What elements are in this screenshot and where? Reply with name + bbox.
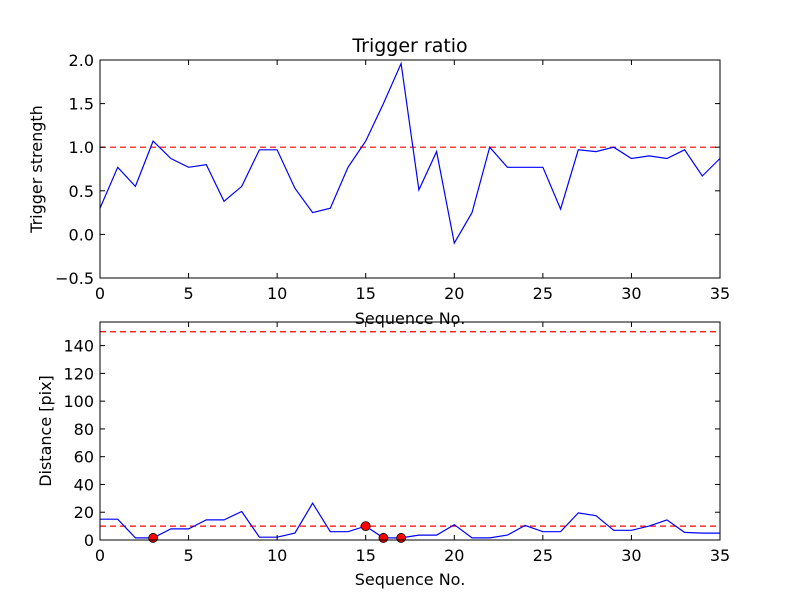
x-tick-label: 0 — [95, 284, 105, 303]
y-tick-label: 100 — [63, 392, 94, 411]
x-tick-label: 20 — [444, 284, 464, 303]
y-tick-label: 0.0 — [69, 225, 94, 244]
data-point-marker — [360, 521, 371, 532]
x-tick-label: 10 — [267, 546, 287, 565]
y-tick-label: 2.0 — [69, 51, 94, 70]
x-tick-label: 15 — [356, 546, 376, 565]
x-tick-label: 35 — [710, 546, 730, 565]
series-line — [100, 502, 720, 539]
x-tick-label: 35 — [710, 284, 730, 303]
trigger-ratio-panel: Trigger ratio 0 5 10 15 20 25 30 35 −0.5 0.0 0.5 1.… — [27, 35, 730, 328]
y-tick-label: 140 — [63, 337, 94, 356]
x-tick-label: 25 — [533, 546, 553, 565]
series-line — [99, 61, 721, 245]
y-tick-label: 80 — [74, 420, 94, 439]
y-tick-label: 1.5 — [69, 95, 94, 114]
y-axis-label: Trigger strength — [27, 105, 46, 234]
data-point-marker — [148, 533, 159, 543]
distance-panel: 0 5 10 15 20 25 30 35 0 20 40 60 80 100 120 140 Sequenc… — [36, 321, 730, 589]
x-axis-label: Sequence No. — [355, 570, 466, 589]
y-tick-label: 60 — [74, 448, 94, 467]
x-tick-label: 30 — [621, 546, 641, 565]
data-point-marker — [396, 533, 407, 543]
x-tick-label: 25 — [533, 284, 553, 303]
x-tick-label: 5 — [183, 546, 193, 565]
chart-title: Trigger ratio — [351, 35, 467, 57]
data-point-marker — [378, 533, 389, 543]
plot-frame — [99, 59, 721, 279]
y-tick-label: 20 — [74, 503, 94, 522]
y-tick-label: 0.5 — [69, 182, 94, 201]
x-tick-label: 0 — [95, 546, 105, 565]
x-tick-label: 15 — [356, 284, 376, 303]
plot-frame — [99, 321, 721, 541]
y-axis-label: Distance [pix] — [36, 375, 55, 487]
y-tick-label: 120 — [63, 364, 94, 383]
y-tick-label: −0.5 — [55, 269, 94, 288]
x-tick-label: 20 — [444, 546, 464, 565]
x-tick-label: 30 — [621, 284, 641, 303]
x-tick-label: 10 — [267, 284, 287, 303]
x-axis-label: Sequence No. — [355, 309, 466, 328]
y-tick-label: 1.0 — [69, 138, 94, 157]
x-tick-label: 5 — [183, 284, 193, 303]
y-tick-label: 40 — [74, 475, 94, 494]
y-tick-label: 0 — [84, 531, 94, 550]
